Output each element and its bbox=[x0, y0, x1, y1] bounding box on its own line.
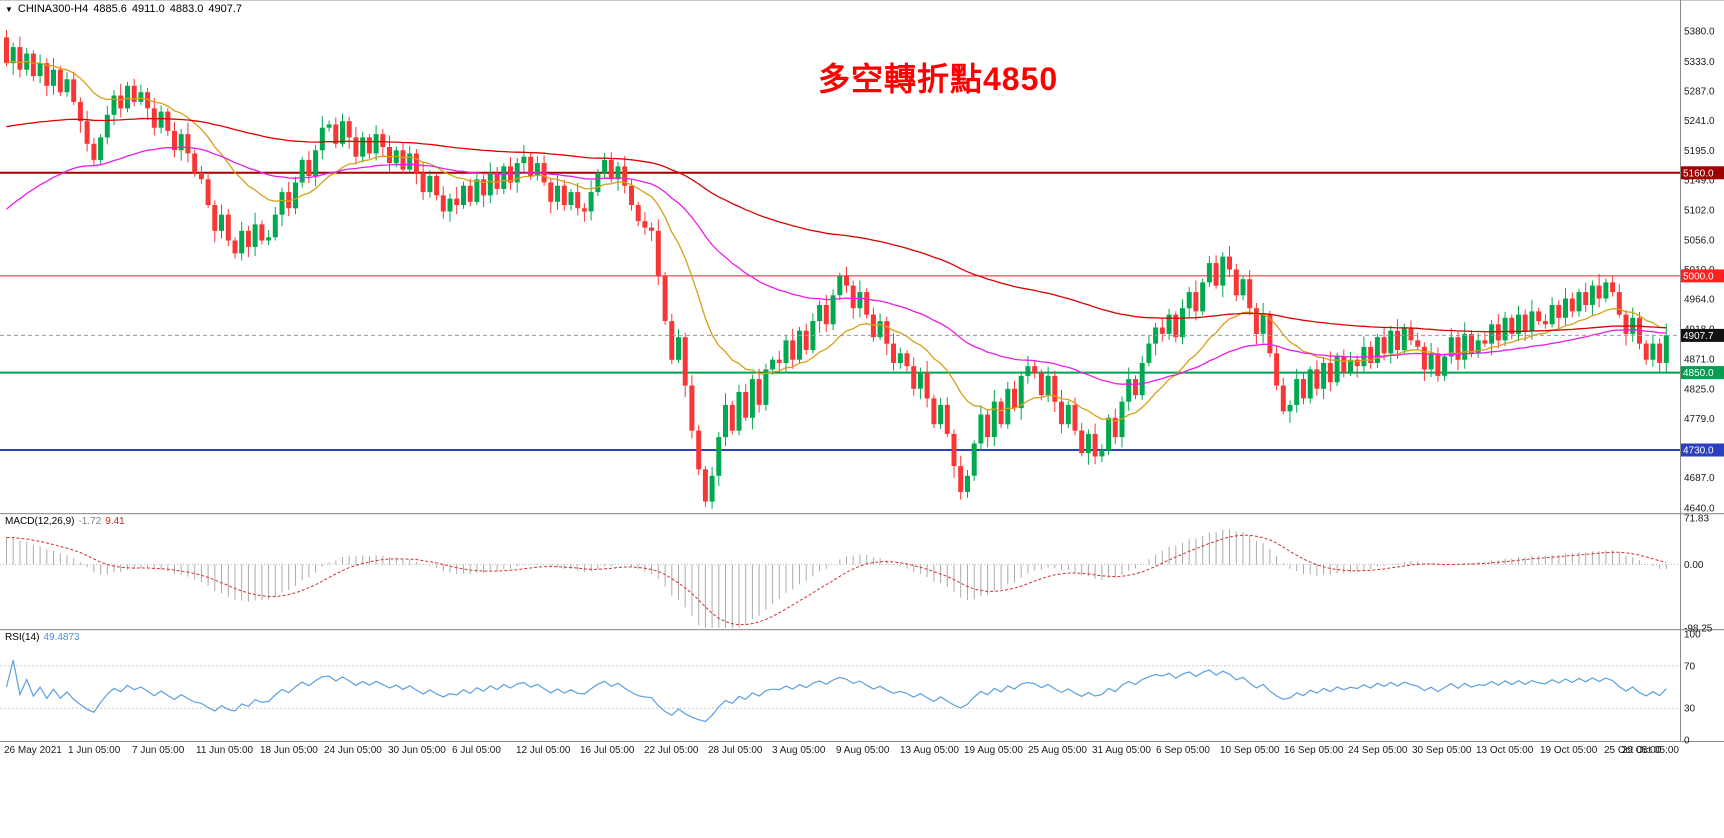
rsi-indicator-label: RSI(14) 49.4873 bbox=[5, 632, 80, 643]
svg-text:3 Aug 05:00: 3 Aug 05:00 bbox=[772, 745, 826, 756]
svg-text:22 Jul 05:00: 22 Jul 05:00 bbox=[644, 745, 699, 756]
svg-text:5160.0: 5160.0 bbox=[1683, 168, 1714, 179]
svg-text:5102.0: 5102.0 bbox=[1684, 206, 1715, 217]
svg-text:4825.0: 4825.0 bbox=[1684, 384, 1715, 395]
macd-signal-line bbox=[6, 534, 1667, 626]
svg-text:0: 0 bbox=[1684, 736, 1690, 747]
panel-separator[interactable] bbox=[0, 513, 1724, 515]
svg-text:-98.25: -98.25 bbox=[1684, 624, 1713, 635]
svg-text:5056.0: 5056.0 bbox=[1684, 235, 1715, 246]
svg-text:5380.0: 5380.0 bbox=[1684, 27, 1715, 38]
svg-text:19 Aug 05:00: 19 Aug 05:00 bbox=[964, 745, 1023, 756]
svg-text:12 Jul 05:00: 12 Jul 05:00 bbox=[516, 745, 571, 756]
svg-text:6 Sep 05:00: 6 Sep 05:00 bbox=[1156, 745, 1210, 756]
svg-text:24 Sep 05:00: 24 Sep 05:00 bbox=[1348, 745, 1408, 756]
ma-slow-line bbox=[6, 117, 1667, 333]
rsi-value: 49.4873 bbox=[43, 632, 80, 643]
macd-axis[interactable]: 71.83 0.00 -98.25 bbox=[1684, 514, 1713, 635]
svg-text:5149.0: 5149.0 bbox=[1684, 175, 1715, 186]
svg-text:16 Jul 05:00: 16 Jul 05:00 bbox=[580, 745, 635, 756]
svg-text:4730.0: 4730.0 bbox=[1683, 446, 1714, 457]
svg-text:29 Oct 05:00: 29 Oct 05:00 bbox=[1622, 745, 1680, 756]
chart-annotation: 多空轉折點4850 bbox=[818, 61, 1059, 97]
quote-high: 4911.0 bbox=[131, 3, 165, 15]
rsi-name: RSI(14) bbox=[5, 632, 40, 643]
svg-text:9 Aug 05:00: 9 Aug 05:00 bbox=[836, 745, 890, 756]
rsi-axis[interactable]: 100 70 30 0 bbox=[1684, 630, 1701, 747]
current-price-badge bbox=[1681, 328, 1724, 342]
svg-text:4964.0: 4964.0 bbox=[1684, 295, 1715, 306]
svg-text:25 Aug 05:00: 25 Aug 05:00 bbox=[1028, 745, 1087, 756]
symbol-period-label: CHINA300-H4 bbox=[17, 3, 89, 15]
svg-text:6 Jul 05:00: 6 Jul 05:00 bbox=[452, 745, 501, 756]
svg-text:4779.0: 4779.0 bbox=[1684, 414, 1715, 425]
svg-text:5333.0: 5333.0 bbox=[1684, 57, 1715, 68]
svg-text:1 Jun 05:00: 1 Jun 05:00 bbox=[68, 745, 121, 756]
panel-separator[interactable] bbox=[0, 629, 1724, 631]
svg-text:4871.0: 4871.0 bbox=[1684, 355, 1715, 366]
rsi-line bbox=[5, 659, 1667, 723]
svg-text:10 Sep 05:00: 10 Sep 05:00 bbox=[1220, 745, 1280, 756]
svg-text:0.00: 0.00 bbox=[1684, 560, 1704, 571]
svg-text:28 Jul 05:00: 28 Jul 05:00 bbox=[708, 745, 763, 756]
date-axis[interactable]: 26 May 2021 1 Jun 05:00 7 Jun 05:00 11 Jun … bbox=[4, 745, 1679, 756]
collapse-icon[interactable]: ▼ bbox=[5, 5, 13, 14]
svg-text:18 Jun 05:00: 18 Jun 05:00 bbox=[260, 745, 318, 756]
svg-text:5000.0: 5000.0 bbox=[1683, 271, 1714, 282]
svg-text:30 Sep 05:00: 30 Sep 05:00 bbox=[1412, 745, 1472, 756]
chart-title: ▼ CHINA300-H4 4885.6 4911.0 4883.0 4907.7 bbox=[5, 3, 247, 15]
svg-text:30 Jun 05:00: 30 Jun 05:00 bbox=[388, 745, 446, 756]
svg-text:11 Jun 05:00: 11 Jun 05:00 bbox=[196, 745, 254, 756]
chart-canvas[interactable]: 5380.0 5333.0 5287.0 5241.0 5195.0 5149.0 5102… bbox=[0, 0, 1724, 760]
svg-text:16 Sep 05:00: 16 Sep 05:00 bbox=[1284, 745, 1344, 756]
svg-text:71.83: 71.83 bbox=[1684, 514, 1709, 525]
svg-text:7 Jun 05:00: 7 Jun 05:00 bbox=[132, 745, 185, 756]
quote-open: 4885.6 bbox=[93, 3, 127, 15]
svg-text:70: 70 bbox=[1684, 661, 1696, 672]
quote-close: 4907.7 bbox=[208, 3, 243, 15]
macd-main-value: -1.72 bbox=[78, 516, 102, 527]
svg-text:13 Oct 05:00: 13 Oct 05:00 bbox=[1476, 745, 1534, 756]
candles-layer bbox=[4, 29, 1669, 509]
macd-indicator-label: MACD(12,26,9) -1.72 9.41 bbox=[5, 516, 125, 527]
price-axis[interactable]: 5380.0 5333.0 5287.0 5241.0 5195.0 5149.0 5102… bbox=[1681, 27, 1724, 515]
svg-text:19 Oct 05:00: 19 Oct 05:00 bbox=[1540, 745, 1598, 756]
svg-text:4850.0: 4850.0 bbox=[1683, 368, 1714, 379]
svg-text:4687.0: 4687.0 bbox=[1684, 473, 1715, 484]
svg-text:26 May 2021: 26 May 2021 bbox=[4, 745, 62, 756]
svg-text:5287.0: 5287.0 bbox=[1684, 86, 1715, 97]
svg-text:30: 30 bbox=[1684, 704, 1696, 715]
svg-text:4640.0: 4640.0 bbox=[1684, 504, 1715, 515]
ma-mid-line bbox=[6, 146, 1667, 386]
svg-text:25 Oct 05:00: 25 Oct 05:00 bbox=[1604, 745, 1662, 756]
quote-low: 4883.0 bbox=[169, 3, 204, 15]
macd-signal-value: 9.41 bbox=[105, 516, 125, 527]
svg-text:5241.0: 5241.0 bbox=[1684, 116, 1715, 127]
svg-text:24 Jun 05:00: 24 Jun 05:00 bbox=[324, 745, 382, 756]
svg-text:13 Aug 05:00: 13 Aug 05:00 bbox=[900, 745, 959, 756]
svg-text:5195.0: 5195.0 bbox=[1684, 146, 1715, 157]
svg-text:31 Aug 05:00: 31 Aug 05:00 bbox=[1092, 745, 1151, 756]
svg-text:4907.7: 4907.7 bbox=[1683, 331, 1714, 342]
svg-text:100: 100 bbox=[1684, 630, 1701, 641]
macd-name: MACD(12,26,9) bbox=[5, 516, 75, 527]
